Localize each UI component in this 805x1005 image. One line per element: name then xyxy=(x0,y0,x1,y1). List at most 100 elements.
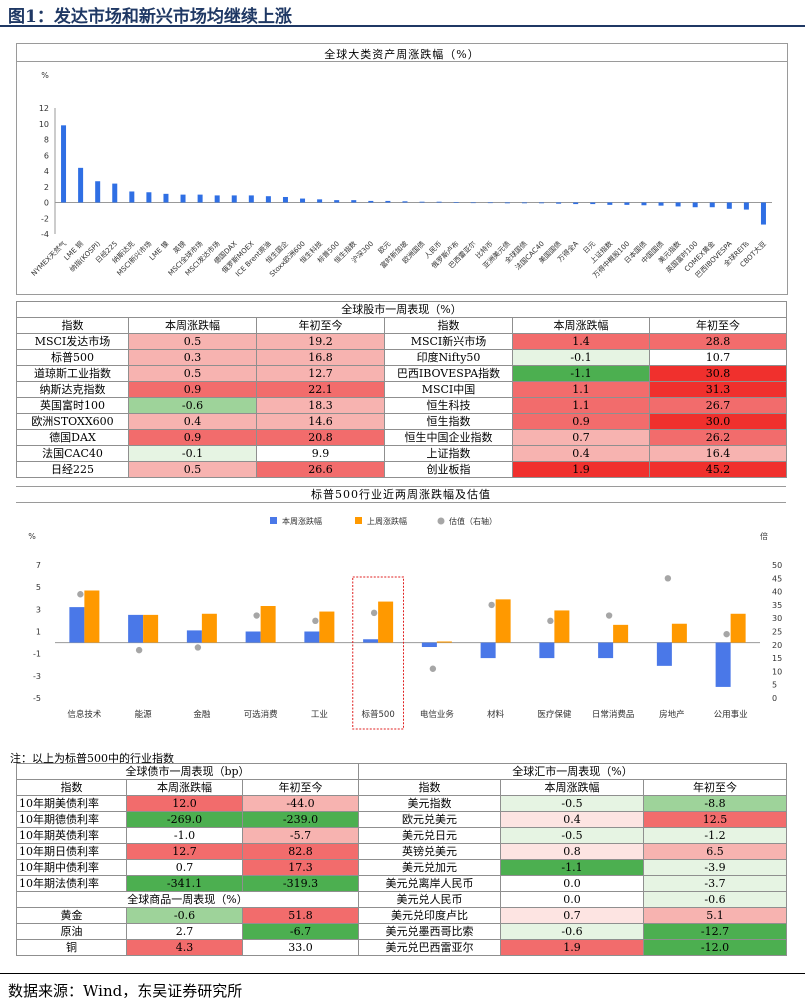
y-tick-label: 0 xyxy=(44,199,49,208)
y-tick-label: -3 xyxy=(33,672,41,681)
y2-tick-label: 0 xyxy=(772,694,777,703)
ytd-change: -0.6 xyxy=(642,891,788,908)
asset-bar xyxy=(504,202,510,204)
bond-name: 10年期中债利率 xyxy=(16,859,127,876)
table-row: 美元指数 -0.5 -8.8 xyxy=(358,795,788,812)
column-header: 指数 xyxy=(16,779,127,796)
last-week-bar xyxy=(613,624,629,643)
table-row: 美元兑日元 -0.5 -1.2 xyxy=(358,827,788,844)
this-week-bar xyxy=(480,642,496,659)
y-tick-label: 6 xyxy=(44,151,49,160)
y-tick-label: 8 xyxy=(44,136,49,145)
asset-bar xyxy=(112,183,118,203)
sector-label: 房地产 xyxy=(659,709,685,720)
index-name: 道琼斯工业指数 xyxy=(16,365,129,382)
commodity-name: 黄金 xyxy=(16,907,127,924)
commodity-name: 铜 xyxy=(16,939,127,956)
valuation-point xyxy=(429,665,437,672)
column-header: 年初至今 xyxy=(256,317,385,334)
asset-bar xyxy=(282,196,288,203)
column-header: 本周涨跌幅 xyxy=(128,317,257,334)
this-week-bar xyxy=(421,642,437,648)
ytd-change: 30.8 xyxy=(648,365,788,382)
column-header: 年初至今 xyxy=(642,779,788,796)
asset-bar xyxy=(590,202,596,205)
weekly-change: 0.4 xyxy=(500,811,644,828)
ytd-change: 20.8 xyxy=(256,429,385,446)
table-row: 欧元兑美元 0.4 12.5 xyxy=(358,811,788,828)
y2-tick-label: 30 xyxy=(772,614,782,623)
y-tick-label: 3 xyxy=(36,605,41,614)
weekly-change: -0.6 xyxy=(128,397,257,414)
y-tick-label: 7 xyxy=(36,561,41,570)
y-tick-label: 2 xyxy=(44,183,49,192)
bond-table-title: 全球债市一周表现（bp） xyxy=(16,763,359,780)
y2-tick-label: 20 xyxy=(772,641,782,650)
table-row: 英镑兑美元 0.8 6.5 xyxy=(358,843,788,860)
weekly-change: 2.7 xyxy=(126,923,243,940)
weekly-change: 0.0 xyxy=(500,891,644,908)
y-tick-label: 4 xyxy=(44,167,49,176)
ytd-change: 6.5 xyxy=(642,843,788,860)
table-row: 英国富时100 -0.6 18.3 恒生科技 1.1 26.7 xyxy=(16,397,788,414)
weekly-change: 1.1 xyxy=(512,397,650,414)
y-tick-label: 10 xyxy=(39,120,49,129)
weekly-change: 0.4 xyxy=(512,445,650,462)
valuation-point xyxy=(253,612,260,619)
sector-label: 公用事业 xyxy=(714,709,748,720)
commodity-title-row: 全球商品一周表现（%） xyxy=(16,891,359,908)
y2-tick-label: 15 xyxy=(772,654,782,663)
currency-pair: 英镑兑美元 xyxy=(358,843,501,860)
ytd-change: 12.5 xyxy=(642,811,788,828)
page-title: 图1：发达市场和新兴市场均继续上涨 xyxy=(8,7,292,27)
ytd-change: 9.9 xyxy=(256,445,385,462)
asset-bar xyxy=(743,202,749,210)
table-row: 10年期日债利率 12.7 82.8 xyxy=(16,843,359,860)
asset-bar xyxy=(470,202,476,204)
last-week-bar xyxy=(260,606,276,643)
weekly-change: 0.7 xyxy=(500,907,644,924)
weekly-change: 1.1 xyxy=(512,381,650,398)
asset-bar xyxy=(385,200,391,203)
weekly-change: 1.9 xyxy=(500,939,644,956)
asset-bar xyxy=(521,202,527,204)
valuation-point xyxy=(547,617,554,625)
asset-bar xyxy=(231,195,237,203)
table-row: 美元兑巴西雷亚尔 1.9 -12.0 xyxy=(358,939,788,956)
weekly-change: 0.8 xyxy=(500,843,644,860)
y2-tick-label: 5 xyxy=(772,681,777,690)
index-name: MSCI发达市场 xyxy=(16,333,129,350)
asset-bar xyxy=(658,202,664,206)
weekly-change: -0.5 xyxy=(500,795,644,812)
asset-bar xyxy=(487,202,493,204)
fx-table-title: 全球汇市一周表现（%） xyxy=(357,763,788,780)
ytd-change: -3.7 xyxy=(642,875,788,892)
valuation-point xyxy=(488,601,495,609)
sector-bar-chart: 本周涨跌幅 上周涨跌幅 估值（右轴）% 倍-5-3-11357051015202530… xyxy=(28,516,782,730)
table-row: 10年期英债利率 -1.0 -5.7 xyxy=(16,827,359,844)
y-tick-label: 12 xyxy=(39,104,49,113)
asset-bar xyxy=(78,167,84,203)
index-name: 日经225 xyxy=(16,461,129,478)
sector-label: 能源 xyxy=(135,709,153,720)
commodity-name: 原油 xyxy=(16,923,127,940)
sector-label: 信息技术 xyxy=(67,709,102,720)
this-week-bar xyxy=(69,607,85,643)
sector-label: 医疗保健 xyxy=(537,709,572,720)
fx-header-row: 指数 本周涨跌幅 年初至今 xyxy=(358,779,788,796)
asset-bar xyxy=(624,202,630,205)
last-week-bar xyxy=(84,590,100,643)
table-row: 10年期中债利率 0.7 17.3 xyxy=(16,859,359,876)
y-tick-label: -1 xyxy=(33,650,41,659)
asset-bar xyxy=(95,181,101,203)
column-header: 本周涨跌幅 xyxy=(126,779,243,796)
y-tick-label: 5 xyxy=(36,583,41,592)
y2-axis-label: 倍 xyxy=(760,531,768,541)
asset-bar xyxy=(607,202,613,205)
index-name: 巴西IBOVESPA指数 xyxy=(384,365,513,382)
this-week-bar xyxy=(128,614,144,643)
valuation-point xyxy=(135,646,143,654)
valuation-point xyxy=(605,612,613,619)
table-row: 欧洲STOXX600 0.4 14.6 恒生指数 0.9 30.0 xyxy=(16,413,788,430)
